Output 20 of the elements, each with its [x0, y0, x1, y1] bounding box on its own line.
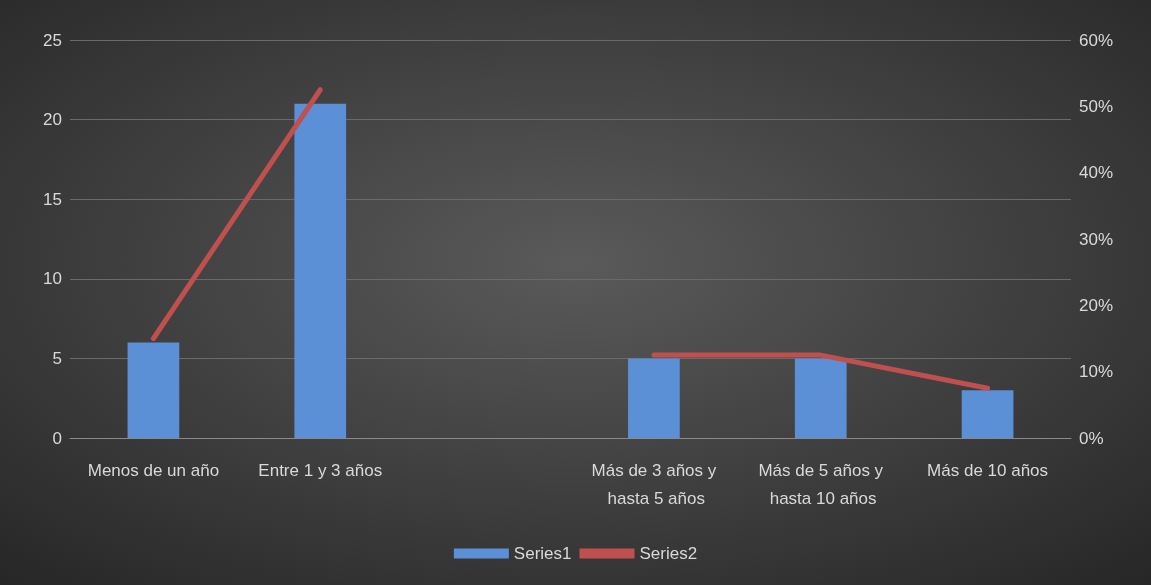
y-tick-label: 5: [52, 348, 62, 368]
y-tick-label: 0: [52, 428, 62, 448]
y2-tick-label: 40%: [1079, 163, 1114, 183]
legend-label: Series1: [513, 544, 572, 563]
x-tick-label: Entre 1 y 3 años: [258, 460, 383, 480]
y-tick-label: 15: [43, 189, 62, 209]
x-tick-label: Más de 5 años y hasta 10 años: [758, 460, 884, 508]
y2-tick-label: 10%: [1079, 362, 1114, 382]
x-tick-label: Más de 3 años y hasta 5 años: [591, 460, 717, 508]
y-tick-label: 10: [43, 269, 62, 289]
y2-tick-label: 30%: [1079, 229, 1114, 249]
y-tick-label: 20: [43, 110, 62, 130]
y2-tick-label: 60%: [1079, 30, 1114, 50]
y2-tick-label: 20%: [1079, 295, 1114, 315]
x-tick-label: Menos de un año: [87, 460, 220, 480]
y2-tick-label: 50%: [1079, 96, 1114, 116]
x-tick-label: Más de 10 años: [927, 460, 1049, 480]
y-tick-label: 25: [43, 30, 62, 50]
legend-label: Series2: [639, 544, 698, 563]
y2-tick-label: 0%: [1079, 428, 1104, 448]
